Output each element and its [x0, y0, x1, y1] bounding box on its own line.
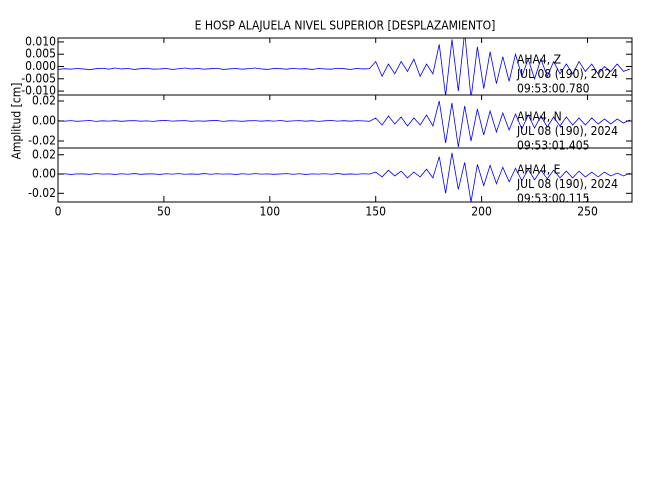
- x-tick-label: 250: [577, 205, 598, 219]
- y-tick-label: 0.005: [25, 47, 56, 61]
- y-tick-label: -0.005: [21, 71, 56, 85]
- y-tick-label: 0.02: [32, 94, 56, 108]
- annotation: 09:53:00.780: [517, 82, 590, 96]
- annotation: AHA4, Z: [517, 53, 561, 67]
- annotation: JUL 08 (190), 2024: [516, 177, 618, 191]
- y-tick-label: -0.010: [21, 84, 56, 98]
- waveform: [58, 38, 631, 95]
- y-tick-label: -0.02: [28, 134, 56, 148]
- panel: [58, 152, 631, 202]
- annotation: JUL 08 (190), 2024: [516, 67, 618, 81]
- panel: [58, 38, 631, 95]
- chart-title: E HOSP ALAJUELA NIVEL SUPERIOR [DESPLAZA…: [195, 19, 496, 33]
- y-tick-label: 0.02: [32, 147, 56, 161]
- x-tick-label: 150: [365, 205, 386, 219]
- annotation: AHA4, E: [517, 163, 561, 177]
- panel-frame: [57, 147, 633, 203]
- x-tick-label: 0: [55, 205, 62, 219]
- y-tick-label: 0.00: [32, 167, 56, 181]
- annotation: AHA4, N: [517, 110, 562, 124]
- waveform: [58, 152, 631, 202]
- annotation: 09:53:01.405: [517, 139, 590, 153]
- waveform: [58, 100, 631, 148]
- annotation: 09:53:00.115: [517, 192, 590, 206]
- x-tick-label: 50: [157, 205, 171, 219]
- y-tick-label: 0.010: [25, 34, 56, 48]
- y-axis-label: Amplitud [cm]: [10, 83, 24, 160]
- y-tick-label: 0.000: [25, 59, 56, 73]
- x-tick-label: 100: [260, 205, 281, 219]
- panel: [58, 100, 631, 148]
- x-tick-label: 200: [471, 205, 492, 219]
- y-tick-label: -0.02: [28, 186, 56, 200]
- annotation: JUL 08 (190), 2024: [516, 124, 618, 138]
- y-tick-label: 0.00: [32, 114, 56, 128]
